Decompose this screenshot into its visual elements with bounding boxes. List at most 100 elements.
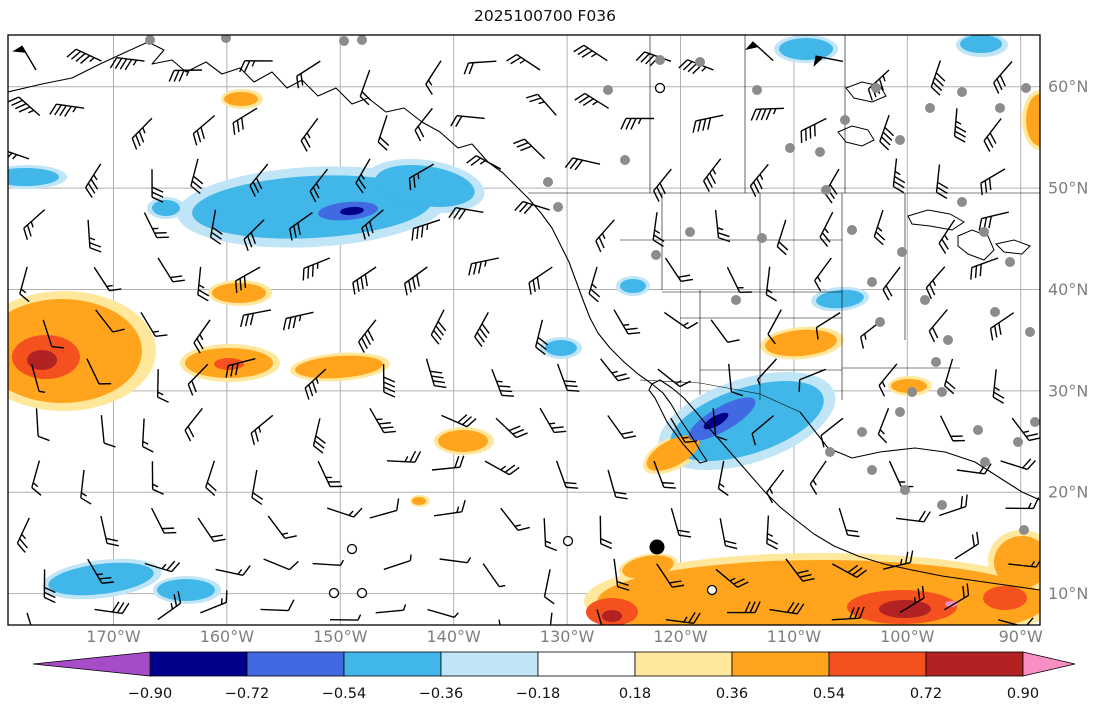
station-dot [821, 185, 831, 195]
station-dot [603, 85, 613, 95]
station-dot [543, 177, 553, 187]
station-dot [1030, 417, 1040, 427]
station-dot [695, 57, 705, 67]
station-dot [757, 233, 767, 243]
station-dot [1025, 327, 1035, 337]
colorbar-segment [635, 652, 732, 676]
calm-circle [358, 589, 367, 598]
anomaly-region [152, 200, 180, 216]
anomaly-region [214, 358, 244, 370]
calm-circle [656, 84, 665, 93]
calm-circle [330, 589, 339, 598]
colorbar-tick-label: 0.90 [1007, 686, 1039, 702]
station-dot [1013, 437, 1023, 447]
lon-tick-label: 170°W [86, 627, 141, 646]
station-dot [973, 425, 983, 435]
colorbar-segment [441, 652, 538, 676]
anomaly-region [157, 579, 215, 601]
anomaly-region [983, 586, 1027, 610]
station-dot [897, 247, 907, 257]
station-dot [900, 485, 910, 495]
station-dot [920, 295, 930, 305]
station-dot [867, 465, 877, 475]
station-dot [907, 387, 917, 397]
station-dot [995, 103, 1005, 113]
colorbar-tick-label: −0.54 [322, 686, 366, 702]
station-dot [925, 103, 935, 113]
lon-tick-label: 130°W [540, 627, 595, 646]
station-dot [145, 35, 155, 45]
colorbar-tick-label: −0.18 [516, 686, 560, 702]
anomaly-region [27, 350, 57, 370]
colorbar-segment [538, 652, 635, 676]
station-dot [553, 202, 563, 212]
colorbar-tick-label: 0.54 [813, 686, 845, 702]
station-dot [620, 155, 630, 165]
station-dot [357, 35, 367, 45]
colorbar-tick-label: 0.72 [910, 686, 942, 702]
station-dot [937, 500, 947, 510]
station-dot [857, 427, 867, 437]
lon-tick-label: 150°W [313, 627, 368, 646]
station-dot [655, 55, 665, 65]
station-dot [867, 277, 877, 287]
station-dot [871, 83, 881, 93]
lat-tick-label: 60°N [1048, 77, 1088, 96]
anomaly-region [960, 35, 1002, 53]
lon-tick-label: 100°W [880, 627, 935, 646]
chart-title: 2025100700 F036 [474, 7, 616, 25]
station-dot [825, 447, 835, 457]
station-dot [1019, 525, 1029, 535]
anomaly-region [212, 283, 266, 303]
colorbar-tick-label: −0.90 [128, 686, 172, 702]
station-dot [1005, 257, 1015, 267]
calm-circle [708, 586, 717, 595]
lat-tick-label: 20°N [1048, 483, 1088, 502]
station-dot [339, 36, 349, 46]
station-dot [840, 115, 850, 125]
colorbar-tick-label: 0.18 [619, 686, 651, 702]
lon-tick-label: 120°W [653, 627, 708, 646]
station-dot [651, 250, 661, 260]
colorbar-segment [829, 652, 926, 676]
anomaly-region [224, 92, 258, 106]
colorbar-segment [926, 652, 1023, 676]
station-dot [731, 295, 741, 305]
station-dot [875, 317, 885, 327]
station-dot [937, 387, 947, 397]
lon-tick-label: 110°W [767, 627, 822, 646]
station-dot [785, 143, 795, 153]
highlight-station-dot [650, 540, 665, 555]
station-dot [895, 407, 905, 417]
station-dot [957, 87, 967, 97]
calm-circle [348, 545, 357, 554]
lon-tick-label: 140°W [427, 627, 482, 646]
station-dot [752, 85, 762, 95]
lon-tick-label: 160°W [200, 627, 255, 646]
station-dot [815, 147, 825, 157]
station-dot [847, 225, 857, 235]
lat-tick-label: 10°N [1048, 584, 1088, 603]
lat-tick-label: 30°N [1048, 381, 1088, 400]
lat-tick-label: 40°N [1048, 280, 1088, 299]
calm-circle [564, 537, 573, 546]
lon-tick-label: 90°W [999, 627, 1043, 646]
station-dot [1021, 83, 1031, 93]
anomaly-region [779, 38, 833, 60]
station-dot [943, 335, 953, 345]
map-background [8, 35, 1040, 625]
anomaly-region [412, 497, 426, 505]
colorbar-segment [732, 652, 829, 676]
anomaly-region [438, 430, 488, 452]
anomaly-region [545, 340, 577, 356]
station-dot [979, 227, 989, 237]
anomaly-region [620, 279, 646, 293]
lat-tick-label: 50°N [1048, 179, 1088, 198]
colorbar-tick-label: 0.36 [716, 686, 748, 702]
station-dot [685, 227, 695, 237]
colorbar-segment [247, 652, 344, 676]
station-dot [931, 357, 941, 367]
station-dot [957, 197, 967, 207]
station-dot [895, 135, 905, 145]
